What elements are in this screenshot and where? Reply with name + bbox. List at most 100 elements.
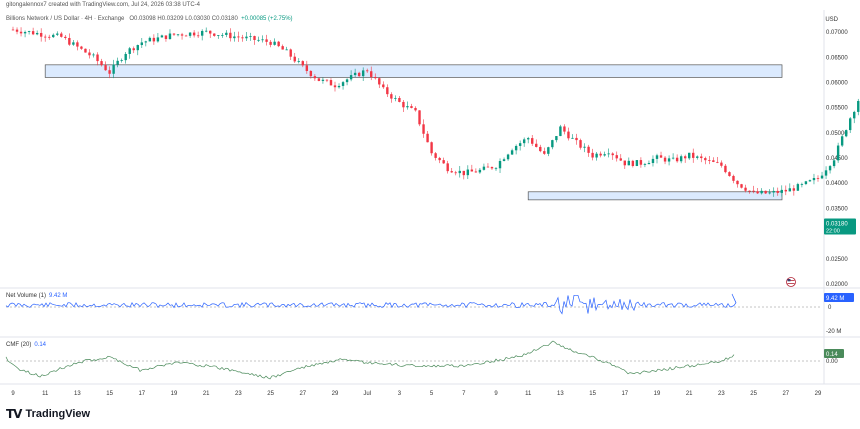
flag-canton [787,279,791,282]
candle-body [261,39,264,41]
candle-body [265,39,268,42]
candle-body [587,146,590,153]
candle-body [510,150,514,155]
x-tick-label: 25 [750,391,757,397]
candle-body [651,158,655,164]
x-tick-label: 15 [589,391,596,397]
candle-body [812,177,816,181]
candle-body [595,153,598,158]
candle-body [571,137,574,139]
last-price-countdown: 22:00 [826,229,840,235]
candle-body [132,48,135,51]
candle-body [253,36,256,40]
candle-body [209,30,212,34]
candle-body [273,41,276,45]
x-tick-label: 7 [462,391,466,397]
candle-body [301,61,304,66]
candle-body [378,78,381,85]
candle-body [305,65,309,71]
candle-body [289,49,292,57]
candle-body [104,65,107,71]
candle-body [708,160,711,161]
x-tick-label: 13 [74,391,81,397]
candle-body [615,155,618,159]
candle-body [498,160,502,169]
x-tick-label: 5 [430,391,434,397]
candle-body [579,140,582,148]
candle-body [410,106,413,108]
candle-body [446,163,449,172]
candle-body [744,187,747,191]
candle-body [700,156,703,159]
candle-body [458,170,461,174]
candle-body [382,84,385,88]
x-tick-label: 25 [267,391,274,397]
candle-body [679,156,683,162]
candle-body [804,181,808,185]
candle-body [732,175,735,181]
candle-body [820,175,824,179]
x-tick-label: 17 [138,391,145,397]
candle-body [683,156,687,159]
candle-body [494,168,498,170]
tradingview-logo-icon: TV [6,407,23,421]
x-tick-label: 15 [106,391,113,397]
x-tick-label: 9 [494,391,498,397]
net-volume-legend[interactable]: Net Volume (1) 9.42 M [6,293,67,299]
candle-body [200,30,204,36]
candle-body [518,143,522,146]
candle-body [160,35,164,38]
candle-body [849,118,852,131]
candle-body [764,190,767,194]
cmf-value: 0.14 [34,342,47,348]
candle-body [19,31,23,34]
candle-body [631,160,635,166]
symbol-legend[interactable]: Billions Network / US Dollar · 4H · Exch… [6,16,293,22]
candle-body [768,192,771,194]
candle-body [76,42,79,47]
candle-body [635,160,639,166]
candle-body [353,72,357,76]
candle-body [619,158,622,161]
candle-body [164,35,168,40]
candle-body [470,169,474,172]
candle-body [329,80,333,86]
x-tick-label: 17 [621,391,628,397]
candle-body [213,33,216,36]
candle-body [31,31,35,35]
candle-body [824,170,828,176]
candle-body [196,35,200,37]
candle-body [486,166,490,168]
candle-body [217,35,220,36]
candle-body [297,61,300,62]
candle-body [96,54,99,62]
candle-body [474,171,478,173]
tradingview-footer[interactable]: TV TradingView [6,407,90,421]
candle-body [462,170,465,176]
candle-body [434,153,437,158]
candle-body [828,166,832,171]
x-tick-label: 21 [686,391,693,397]
candle-body [740,184,743,188]
candle-body [780,189,783,193]
symbol-name: Billions Network / US Dollar · 4H · Exch… [6,16,125,22]
cmf-line [5,340,735,380]
candle-body [88,52,91,56]
candle-body [490,167,494,169]
candle-body [11,29,15,31]
candle-body [56,33,59,35]
candle-body [736,180,739,185]
cmf-legend[interactable]: CMF (20) 0.14 [6,342,46,348]
currency-label[interactable]: USD [825,17,838,23]
candle-body [844,130,848,137]
y-tick-label: 0.02000 [826,282,848,288]
candle-body [800,184,804,185]
candle-body [112,64,115,74]
candle-body [583,146,586,148]
candle-body [506,154,510,160]
candle-body [233,36,236,39]
flag-circle [786,277,796,287]
net-volume-line [5,293,737,315]
